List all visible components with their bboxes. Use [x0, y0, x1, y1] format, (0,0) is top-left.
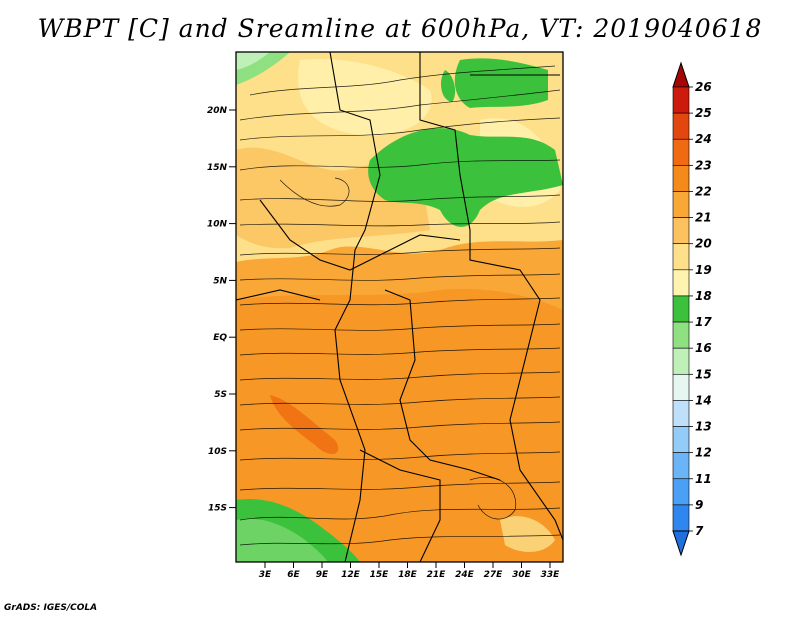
lon-tick-label: 15E: [370, 570, 390, 580]
colorbar-label: 12: [695, 446, 712, 460]
colorbar-segment: [672, 269, 690, 297]
map-frame: [235, 51, 564, 563]
colorbar-segment: [672, 452, 690, 480]
colorbar-label: 17: [695, 315, 712, 329]
lon-tick-label: 33E: [541, 570, 561, 580]
credit-label: GrADS: IGES/COLA: [4, 603, 98, 613]
colorbar-segment: [672, 112, 690, 140]
colorbar-segment: [672, 138, 690, 166]
lat-tick-label: EQ: [213, 333, 227, 343]
colorbar-label: 14: [695, 393, 712, 407]
colorbar-segment: [672, 165, 690, 192]
colorbar-segment: [672, 400, 690, 427]
colorbar-label: 19: [695, 263, 712, 277]
colorbar-label: 20: [695, 237, 712, 251]
colorbar-label: 26: [695, 80, 712, 94]
colorbar-segment: [672, 295, 690, 323]
lon-tick-label: 9E: [316, 570, 329, 580]
latitude-axis: 20N 15N 10N 5N EQ 5S 10S 15S: [207, 106, 236, 514]
lon-tick-label: 12E: [341, 570, 361, 580]
colorbar-segment: [672, 478, 690, 506]
longitude-axis: 3E 6E 9E 12E 15E 18E 21E 24E 27E 30E 33E: [259, 562, 560, 580]
colorbar-label: 13: [695, 420, 712, 434]
colorbar-segment: [672, 347, 690, 375]
colorbar-label: 21: [695, 211, 712, 225]
colorbar-label: 25: [695, 106, 712, 120]
colorbar-label: 23: [695, 158, 712, 172]
colorbar-label: 11: [695, 472, 712, 486]
lon-tick-label: 21E: [427, 570, 447, 580]
map-field: [236, 52, 563, 562]
colorbar-segment: [672, 217, 690, 245]
colorbar-top-arrow: [672, 61, 690, 88]
colorbar-segment: [672, 243, 690, 271]
colorbar: 26 25 24 23 22 21 20 19 18 17 16 15 14 13 12 11 9 7: [672, 61, 712, 557]
lon-tick-label: 6E: [287, 570, 300, 580]
lon-tick-label: 27E: [484, 570, 504, 580]
lat-tick-label: 10S: [208, 447, 227, 457]
colorbar-segment: [672, 191, 690, 218]
lon-tick-label: 24E: [455, 570, 475, 580]
chart-title: WBPT [C] and Sreamline at 600hPa, VT: 20…: [37, 14, 763, 43]
colorbar-label: 9: [695, 498, 703, 512]
colorbar-label: 24: [695, 132, 712, 146]
colorbar-segment: [672, 504, 690, 532]
lon-tick-label: 3E: [259, 570, 272, 580]
lat-tick-label: 10N: [207, 220, 228, 230]
colorbar-segment: [672, 373, 690, 401]
colorbar-label: 16: [695, 341, 712, 355]
colorbar-label: 7: [695, 524, 704, 538]
lat-tick-label: 15N: [207, 163, 228, 173]
colorbar-segment: [672, 426, 690, 453]
colorbar-label: 15: [695, 367, 712, 381]
lat-tick-label: 20N: [207, 106, 228, 116]
lat-tick-label: 15S: [208, 504, 227, 514]
lon-tick-label: 30E: [512, 570, 532, 580]
colorbar-label: 22: [695, 184, 712, 198]
lat-tick-label: 5S: [214, 390, 227, 400]
colorbar-segment: [672, 321, 690, 349]
lon-tick-label: 18E: [398, 570, 418, 580]
colorbar-label: 18: [695, 289, 712, 303]
lat-tick-label: 5N: [213, 276, 227, 286]
colorbar-segment: [672, 86, 690, 114]
colorbar-bottom-arrow: [672, 530, 690, 557]
